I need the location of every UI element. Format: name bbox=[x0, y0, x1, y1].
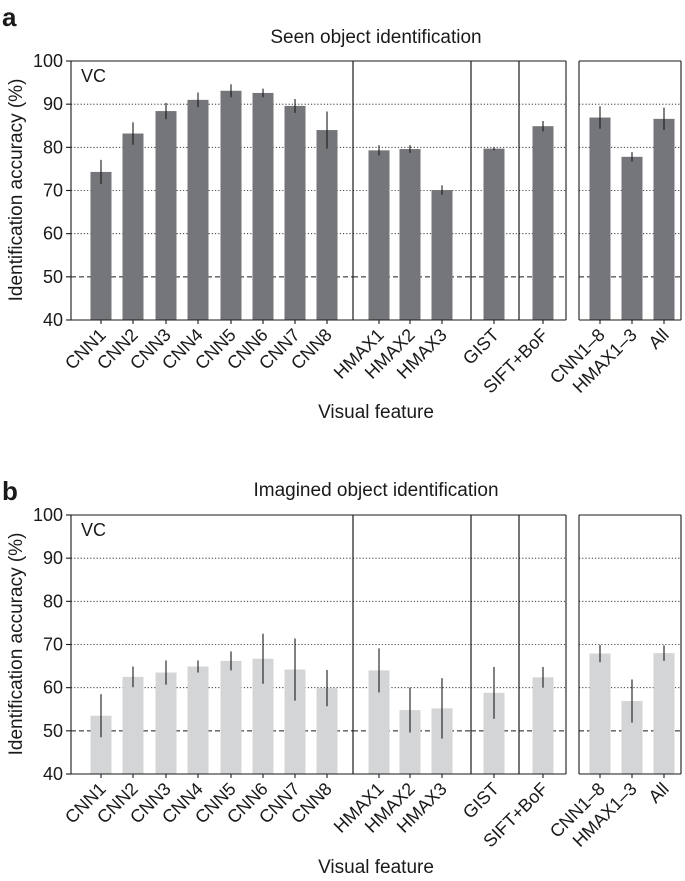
vc-annotation: VC bbox=[81, 66, 106, 86]
chart-title: Imagined object identification bbox=[253, 480, 498, 501]
y-tick-label: 90 bbox=[43, 94, 63, 114]
x-tick-label: GIST bbox=[459, 779, 503, 823]
bar-hmax2 bbox=[399, 149, 421, 320]
bar-cnn3 bbox=[155, 672, 177, 774]
y-tick-label: 70 bbox=[43, 181, 63, 201]
bar-hmax3 bbox=[431, 708, 453, 774]
bar-cnn1-8 bbox=[589, 117, 611, 320]
y-tick-label: 100 bbox=[33, 505, 63, 525]
bar-cnn4 bbox=[187, 666, 209, 774]
y-tick-label: 50 bbox=[43, 721, 63, 741]
y-tick-label: 80 bbox=[43, 137, 63, 157]
bar-cnn8 bbox=[316, 688, 338, 774]
bar-sift-bof bbox=[532, 677, 554, 774]
bar-hmax1-3 bbox=[621, 156, 643, 320]
bar-cnn5 bbox=[220, 660, 242, 774]
bar-cnn2 bbox=[122, 133, 144, 320]
panel-b: b Imagined object identification 40 50 60 70 8… bbox=[2, 476, 682, 878]
y-tick-label: 70 bbox=[43, 635, 63, 655]
panel-a: a Seen object identification 40 50 60 70 80 90 1… bbox=[2, 2, 682, 423]
y-tick-label: 60 bbox=[43, 678, 63, 698]
chart-title: Seen object identification bbox=[270, 27, 481, 48]
bar-hmax1 bbox=[368, 150, 390, 320]
y-tick-label: 40 bbox=[43, 764, 63, 784]
bar-hmax1 bbox=[368, 670, 390, 774]
bar-cnn1 bbox=[90, 715, 112, 774]
bar-cnn6 bbox=[252, 92, 274, 321]
y-tick-label: 40 bbox=[43, 310, 63, 330]
y-tick-label: 90 bbox=[43, 548, 63, 568]
y-tick-label: 100 bbox=[33, 51, 63, 71]
bar-hmax3 bbox=[431, 190, 453, 320]
bar-cnn1-8 bbox=[589, 653, 611, 774]
x-tick-label: All bbox=[645, 779, 673, 807]
vc-annotation: VC bbox=[81, 520, 106, 540]
y-tick-label: 80 bbox=[43, 591, 63, 611]
x-axis-label: Visual feature bbox=[318, 857, 434, 878]
bar-cnn7 bbox=[284, 669, 306, 774]
bar-cnn1 bbox=[90, 171, 112, 320]
bar-all bbox=[653, 118, 675, 321]
bar-cnn2 bbox=[122, 676, 144, 774]
panel-letter: b bbox=[2, 476, 18, 506]
bar-cnn7 bbox=[284, 105, 306, 320]
x-tick-label: GIST bbox=[459, 325, 503, 369]
bar-cnn5 bbox=[220, 90, 242, 320]
bar-sift-bof bbox=[532, 126, 554, 320]
y-tick-label: 50 bbox=[43, 267, 63, 287]
bar-cnn8 bbox=[316, 130, 338, 320]
bar-gist bbox=[483, 692, 505, 774]
y-tick-label: 60 bbox=[43, 224, 63, 244]
panel-letter: a bbox=[2, 2, 17, 32]
x-tick-label: All bbox=[645, 325, 673, 353]
bar-cnn6 bbox=[252, 658, 274, 774]
bar-cnn3 bbox=[155, 111, 177, 320]
x-axis-label: Visual feature bbox=[318, 402, 434, 423]
bar-gist bbox=[483, 148, 505, 320]
bar-hmax1-3 bbox=[621, 701, 643, 774]
bar-hmax2 bbox=[399, 710, 421, 774]
bar-all bbox=[653, 653, 675, 774]
bar-cnn4 bbox=[187, 99, 209, 320]
y-axis-label: Identification accuracy (%) bbox=[6, 79, 27, 302]
y-axis-label: Identification accuracy (%) bbox=[6, 533, 27, 756]
